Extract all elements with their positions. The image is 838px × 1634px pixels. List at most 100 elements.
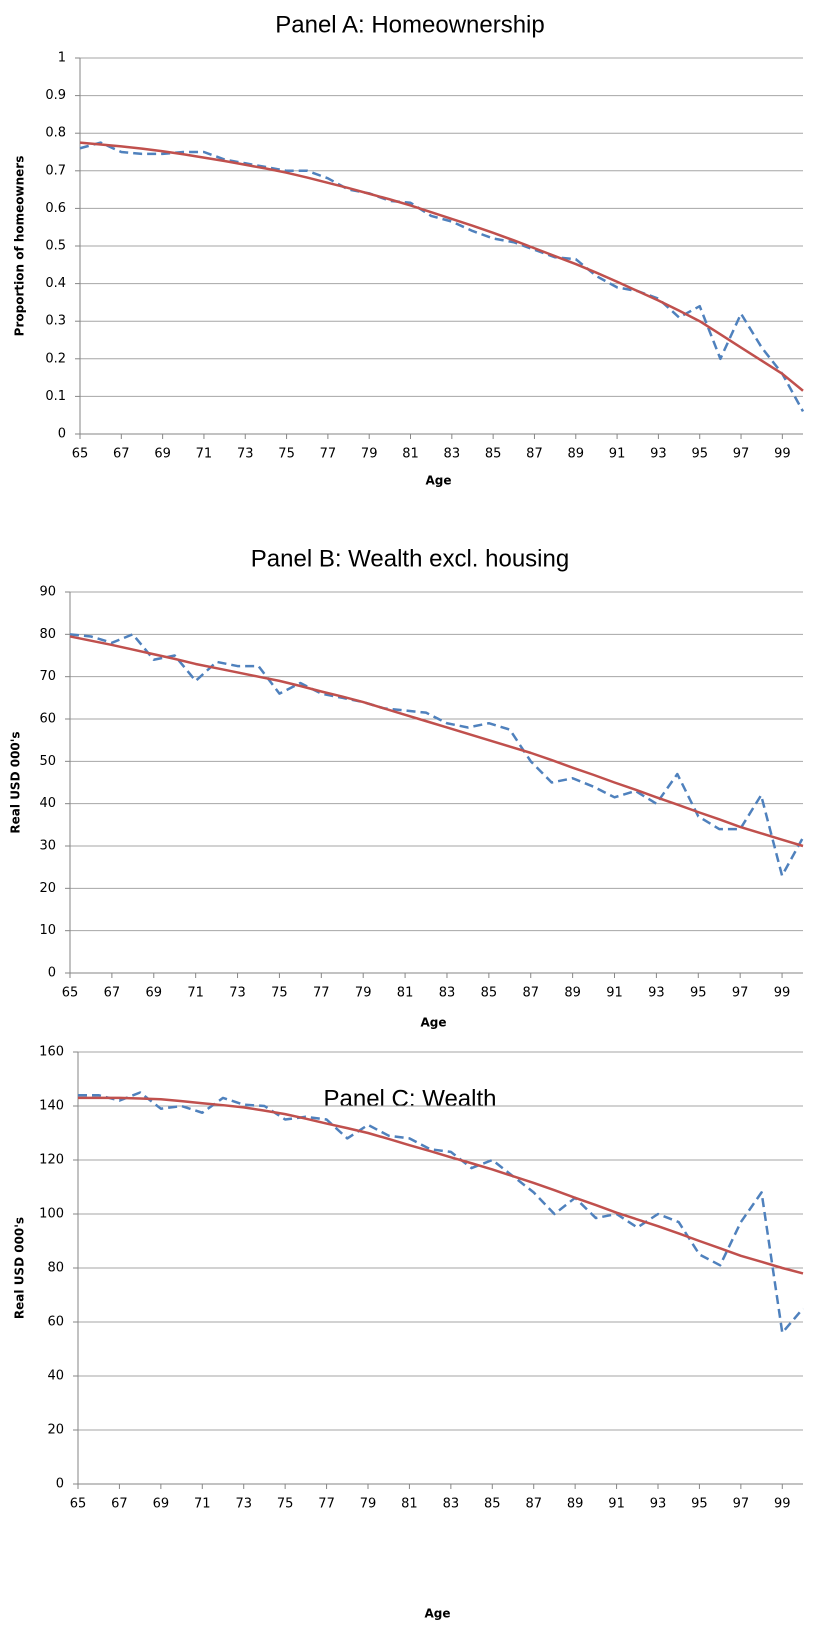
x-tick-label: 83 xyxy=(443,1497,460,1512)
x-tick-label: 83 xyxy=(444,447,461,462)
y-tick-label: 80 xyxy=(39,627,56,642)
x-tick-label: 99 xyxy=(774,986,791,1001)
y-tick-label: 0 xyxy=(58,427,66,442)
x-tick-label: 67 xyxy=(113,447,130,462)
x-tick-label: 75 xyxy=(277,1497,294,1512)
x-tick-label: 73 xyxy=(237,447,254,462)
x-tick-label: 87 xyxy=(526,447,543,462)
x-tick-label: 75 xyxy=(278,447,295,462)
y-tick-label: 40 xyxy=(47,1369,64,1384)
x-tick-label: 79 xyxy=(355,986,372,1001)
x-tick-label: 87 xyxy=(525,1497,542,1512)
x-tick-label: 73 xyxy=(229,986,246,1001)
chart-title: Panel A: Homeownership xyxy=(275,11,544,38)
x-tick-label: 65 xyxy=(62,986,79,1001)
x-tick-label: 69 xyxy=(154,447,171,462)
x-tick-label: 83 xyxy=(439,986,456,1001)
y-tick-label: 0.9 xyxy=(45,88,66,103)
y-tick-label: 0.6 xyxy=(45,201,66,216)
series-line xyxy=(78,1091,804,1335)
x-tick-label: 89 xyxy=(564,986,581,1001)
y-tick-label: 60 xyxy=(39,712,56,727)
series-line xyxy=(69,633,805,877)
x-tick-label: 67 xyxy=(104,986,121,1001)
x-tick-label: 87 xyxy=(522,986,539,1001)
x-tick-label: 93 xyxy=(648,986,665,1001)
x-tick-label: 75 xyxy=(271,986,288,1001)
x-tick-label: 77 xyxy=(320,447,337,462)
x-tick-label: 97 xyxy=(732,986,749,1001)
x-tick-label: 99 xyxy=(774,447,791,462)
y-tick-label: 0.3 xyxy=(45,314,66,329)
y-tick-label: 0 xyxy=(48,966,56,981)
x-tick-label: 95 xyxy=(691,447,708,462)
x-tick-label: 65 xyxy=(72,447,89,462)
x-tick-label: 81 xyxy=(401,1497,418,1512)
x-tick-label: 93 xyxy=(650,447,667,462)
y-tick-label: 60 xyxy=(47,1315,64,1330)
y-tick-label: 40 xyxy=(39,796,56,811)
y-tick-label: 30 xyxy=(39,839,56,854)
y-tick-label: 0.2 xyxy=(45,351,66,366)
x-tick-label: 85 xyxy=(484,1497,501,1512)
y-tick-label: 0 xyxy=(56,1477,64,1492)
y-tick-label: 160 xyxy=(39,1045,64,1060)
y-tick-label: 90 xyxy=(39,585,56,600)
y-tick-label: 0.8 xyxy=(45,126,66,141)
y-tick-label: 20 xyxy=(39,881,56,896)
x-tick-label: 81 xyxy=(397,986,414,1001)
x-tick-label: 99 xyxy=(774,1497,791,1512)
x-tick-label: 97 xyxy=(733,1497,750,1512)
y-tick-label: 100 xyxy=(39,1207,64,1222)
x-tick-label: 79 xyxy=(361,447,378,462)
x-tick-label: 77 xyxy=(318,1497,335,1512)
x-tick-label: 69 xyxy=(145,986,162,1001)
x-axis-label: Age xyxy=(424,1607,450,1621)
y-tick-label: 140 xyxy=(39,1099,64,1114)
x-tick-label: 85 xyxy=(485,447,502,462)
y-tick-label: 70 xyxy=(39,669,56,684)
y-tick-label: 0.4 xyxy=(45,276,66,291)
y-axis-label: Real USD 000's xyxy=(13,1217,27,1319)
x-axis-label: Age xyxy=(425,474,451,488)
y-tick-label: 20 xyxy=(47,1423,64,1438)
y-axis-label: Real USD 000's xyxy=(9,731,23,833)
y-axis-label: Proportion of homeowners xyxy=(13,156,27,337)
x-tick-label: 95 xyxy=(691,1497,708,1512)
x-tick-label: 77 xyxy=(313,986,330,1001)
x-tick-label: 79 xyxy=(360,1497,377,1512)
x-tick-label: 67 xyxy=(111,1497,128,1512)
chart-title: Panel C: Wealth xyxy=(324,1085,497,1112)
x-axis-label: Age xyxy=(420,1016,446,1030)
x-tick-label: 91 xyxy=(606,986,623,1001)
x-tick-label: 81 xyxy=(402,447,419,462)
x-tick-label: 71 xyxy=(194,1497,211,1512)
x-tick-label: 65 xyxy=(70,1497,87,1512)
x-tick-label: 89 xyxy=(567,447,584,462)
x-tick-label: 89 xyxy=(567,1497,584,1512)
x-tick-label: 73 xyxy=(235,1497,252,1512)
y-tick-label: 0.5 xyxy=(45,239,66,254)
x-tick-label: 91 xyxy=(609,447,626,462)
y-tick-label: 50 xyxy=(39,754,56,769)
x-tick-label: 85 xyxy=(481,986,498,1001)
series-line xyxy=(79,141,804,392)
series-line xyxy=(78,1096,804,1275)
x-tick-label: 97 xyxy=(733,447,750,462)
x-tick-label: 69 xyxy=(153,1497,170,1512)
series-line xyxy=(69,635,804,848)
y-tick-label: 10 xyxy=(39,923,56,938)
y-tick-label: 1 xyxy=(58,51,66,66)
x-tick-label: 71 xyxy=(187,986,204,1001)
chart-title: Panel B: Wealth excl. housing xyxy=(251,545,569,572)
x-tick-label: 95 xyxy=(690,986,707,1001)
x-tick-label: 93 xyxy=(650,1497,667,1512)
y-tick-label: 120 xyxy=(39,1153,64,1168)
x-tick-label: 91 xyxy=(608,1497,625,1512)
series-line xyxy=(79,141,805,413)
y-tick-label: 0.7 xyxy=(45,163,66,178)
x-tick-label: 71 xyxy=(196,447,213,462)
y-tick-label: 0.1 xyxy=(45,389,66,404)
y-tick-label: 80 xyxy=(47,1261,64,1276)
